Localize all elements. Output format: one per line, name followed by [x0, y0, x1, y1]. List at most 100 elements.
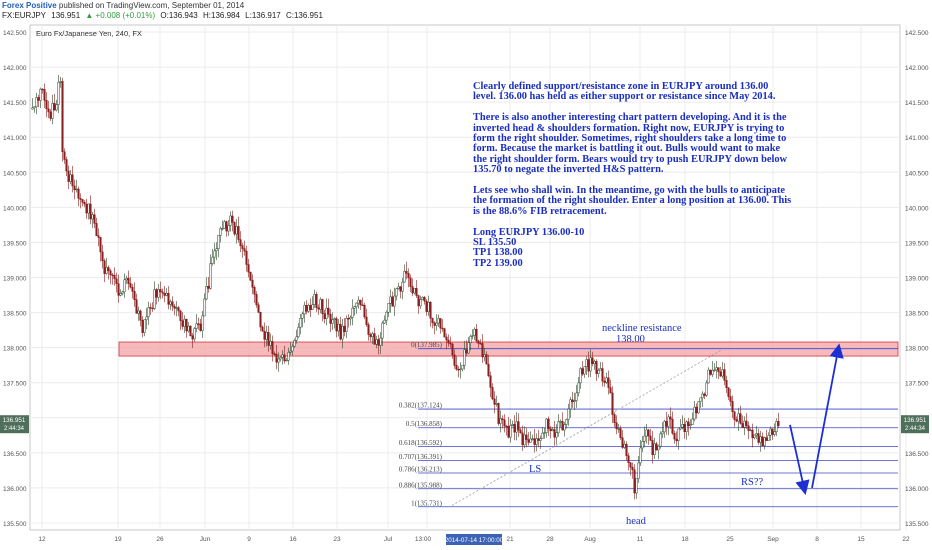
candle-body [587, 359, 590, 372]
candle [667, 413, 670, 436]
candle-body [473, 328, 476, 336]
candle-body [93, 214, 96, 224]
candle [279, 356, 282, 362]
candle-body [531, 438, 534, 440]
x-tick-label: Sep [767, 536, 779, 543]
candle-body [205, 285, 208, 300]
candle [703, 392, 706, 400]
candle-body [177, 307, 180, 312]
candle [133, 282, 136, 307]
candle-body [513, 424, 516, 433]
candle [529, 431, 532, 443]
candle [647, 428, 650, 445]
ohlc-close: C:136.951 [285, 11, 323, 20]
y-tick-label-right: 136.500 [905, 451, 929, 458]
candle-body [131, 286, 134, 292]
candle [759, 430, 762, 452]
candle [409, 274, 412, 293]
candle [189, 325, 192, 337]
candle-body [671, 418, 674, 434]
annotation-paragraph: Lets see who shall win. In the meantime,… [473, 185, 792, 217]
candle [427, 295, 430, 317]
candle-body [71, 174, 74, 187]
forecast-down-arrow [789, 424, 810, 495]
candle [471, 329, 474, 340]
candle [589, 349, 592, 378]
candle-body [329, 313, 332, 324]
trade-line: Long EURJPY 136.00-10 [473, 226, 585, 238]
candle-body [631, 466, 634, 471]
candle [715, 360, 718, 379]
candle [261, 325, 264, 332]
candle-body [37, 97, 40, 101]
candle-body [507, 426, 510, 438]
candle [185, 318, 188, 338]
candle [407, 268, 410, 288]
candle-body [217, 235, 220, 249]
candle [303, 301, 306, 323]
annotation-paragraph: Clearly defined support/resistance zone … [473, 81, 776, 103]
candle [241, 242, 244, 258]
x-tick-label: 16 [289, 536, 297, 543]
candle-body [353, 306, 356, 309]
candle-body [345, 318, 348, 332]
candle-body [99, 237, 102, 253]
candle-body [349, 317, 352, 320]
candle-body [383, 319, 386, 324]
candle-body [179, 310, 182, 321]
candle [193, 326, 196, 342]
candle-body [761, 436, 764, 447]
candle [333, 317, 336, 329]
candle-body [357, 299, 360, 304]
candle [103, 258, 106, 282]
current-price-tag: 136.951 2:44:34 136.951 2:44:34 [0, 415, 929, 434]
y-tick-label-right: 142.000 [905, 65, 929, 72]
candle [209, 254, 212, 290]
x-tick-label: 21 [506, 536, 514, 543]
candle [41, 88, 44, 94]
price-tag-box-right [901, 415, 929, 434]
candle-body [719, 371, 722, 377]
candle-body [701, 393, 704, 399]
candle [79, 193, 82, 209]
x-tick-label: Jul [384, 536, 393, 543]
candle-body [147, 307, 150, 318]
candle [393, 287, 396, 316]
candle [437, 314, 440, 327]
candle-body [609, 387, 612, 394]
candle-body [133, 291, 136, 300]
candle-body [261, 326, 264, 332]
candle-body [337, 323, 340, 332]
candle-body [591, 357, 594, 364]
candle [61, 77, 64, 162]
candle [221, 220, 224, 231]
candle-body [629, 462, 632, 468]
candle [761, 432, 764, 447]
candle-body [543, 432, 546, 434]
candle [575, 384, 578, 408]
candle [625, 441, 628, 461]
candle-body [469, 336, 472, 343]
candle-body [647, 429, 650, 437]
candle [459, 362, 462, 379]
candle [139, 309, 142, 327]
candle [693, 400, 696, 422]
candle [299, 313, 302, 335]
candle [335, 316, 338, 338]
candle-body [403, 271, 406, 283]
candle [211, 248, 214, 266]
candle [229, 211, 232, 232]
candle-body [167, 292, 170, 305]
candle [73, 179, 76, 200]
candle-body [109, 270, 112, 276]
candle [357, 296, 360, 309]
candle-body [767, 435, 770, 441]
candle [153, 281, 156, 310]
symbol[interactable]: FX:EURJPY [2, 11, 47, 20]
candle [777, 412, 780, 429]
author-link[interactable]: Forex Positive [2, 1, 57, 10]
candle [677, 428, 680, 450]
candle-body [509, 425, 512, 438]
candle [707, 367, 710, 384]
